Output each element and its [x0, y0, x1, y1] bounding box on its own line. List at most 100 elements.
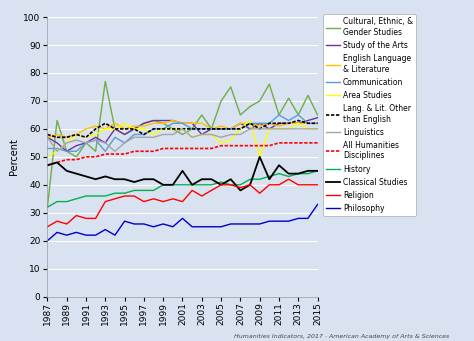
- Cultural, Ethnic, &
Gender Studies: [247, 104, 253, 108]
- Classical Studies: [122, 177, 128, 181]
- English Language
& Literature: [295, 121, 301, 125]
- Lang. & Lit. Other
than English: [237, 127, 243, 131]
- Line: History: History: [47, 171, 318, 207]
- English Language
& Literature: [64, 135, 70, 139]
- All Humanities
Disciplines: [73, 158, 79, 162]
- History: [122, 191, 128, 195]
- Religion: [189, 188, 195, 192]
- Lang. & Lit. Other
than English: [73, 132, 79, 136]
- History: [54, 199, 60, 204]
- Lang. & Lit. Other
than English: [122, 127, 128, 131]
- Cultural, Ethnic, &
Gender Studies: [266, 82, 272, 86]
- English Language
& Literature: [228, 127, 234, 131]
- Study of the Arts: [83, 141, 89, 145]
- All Humanities
Disciplines: [315, 141, 320, 145]
- English Language
& Literature: [286, 121, 292, 125]
- Area Studies: [180, 127, 185, 131]
- Line: Communication: Communication: [47, 115, 318, 151]
- Study of the Arts: [228, 127, 234, 131]
- Communication: [276, 113, 282, 117]
- Study of the Arts: [64, 149, 70, 153]
- Communication: [64, 149, 70, 153]
- Linguistics: [45, 135, 50, 139]
- Philosophy: [64, 233, 70, 237]
- Area Studies: [218, 141, 224, 145]
- Philosophy: [228, 222, 234, 226]
- Communication: [257, 121, 263, 125]
- Cultural, Ethnic, &
Gender Studies: [276, 113, 282, 117]
- All Humanities
Disciplines: [257, 144, 263, 148]
- Philosophy: [73, 230, 79, 234]
- Line: All Humanities
Disciplines: All Humanities Disciplines: [47, 143, 318, 165]
- Classical Studies: [247, 183, 253, 187]
- Communication: [131, 132, 137, 136]
- All Humanities
Disciplines: [141, 149, 147, 153]
- Linguistics: [305, 127, 311, 131]
- Religion: [112, 197, 118, 201]
- Religion: [83, 216, 89, 220]
- Study of the Arts: [170, 118, 176, 122]
- Area Studies: [237, 127, 243, 131]
- English Language
& Literature: [257, 124, 263, 128]
- Study of the Arts: [276, 121, 282, 125]
- English Language
& Literature: [54, 132, 60, 136]
- English Language
& Literature: [102, 127, 108, 131]
- History: [237, 183, 243, 187]
- Study of the Arts: [199, 132, 205, 136]
- Philosophy: [112, 233, 118, 237]
- Cultural, Ethnic, &
Gender Studies: [122, 132, 128, 136]
- Line: Cultural, Ethnic, &
Gender Studies: Cultural, Ethnic, & Gender Studies: [47, 81, 318, 207]
- Cultural, Ethnic, &
Gender Studies: [151, 118, 156, 122]
- Study of the Arts: [93, 135, 99, 139]
- All Humanities
Disciplines: [305, 141, 311, 145]
- Communication: [180, 121, 185, 125]
- History: [276, 172, 282, 176]
- Linguistics: [295, 127, 301, 131]
- Lang. & Lit. Other
than English: [315, 121, 320, 125]
- Linguistics: [54, 149, 60, 153]
- Linguistics: [64, 141, 70, 145]
- Classical Studies: [93, 177, 99, 181]
- Religion: [170, 197, 176, 201]
- Study of the Arts: [151, 118, 156, 122]
- All Humanities
Disciplines: [64, 158, 70, 162]
- History: [93, 194, 99, 198]
- Religion: [199, 194, 205, 198]
- Line: Study of the Arts: Study of the Arts: [47, 118, 318, 151]
- Area Studies: [295, 121, 301, 125]
- Communication: [160, 127, 166, 131]
- Area Studies: [247, 118, 253, 122]
- Communication: [151, 127, 156, 131]
- Communication: [218, 127, 224, 131]
- Religion: [131, 194, 137, 198]
- Religion: [315, 183, 320, 187]
- English Language
& Literature: [131, 124, 137, 128]
- Study of the Arts: [209, 127, 214, 131]
- All Humanities
Disciplines: [160, 146, 166, 150]
- Area Studies: [73, 132, 79, 136]
- Classical Studies: [189, 183, 195, 187]
- Communication: [170, 121, 176, 125]
- History: [102, 194, 108, 198]
- All Humanities
Disciplines: [286, 141, 292, 145]
- Cultural, Ethnic, &
Gender Studies: [141, 121, 147, 125]
- All Humanities
Disciplines: [83, 155, 89, 159]
- Philosophy: [305, 216, 311, 220]
- Classical Studies: [315, 169, 320, 173]
- Communication: [93, 138, 99, 142]
- All Humanities
Disciplines: [170, 146, 176, 150]
- Linguistics: [189, 135, 195, 139]
- Cultural, Ethnic, &
Gender Studies: [112, 127, 118, 131]
- All Humanities
Disciplines: [295, 141, 301, 145]
- Religion: [276, 183, 282, 187]
- Lang. & Lit. Other
than English: [170, 127, 176, 131]
- Area Studies: [151, 132, 156, 136]
- Religion: [45, 225, 50, 229]
- Cultural, Ethnic, &
Gender Studies: [286, 96, 292, 100]
- Classical Studies: [266, 177, 272, 181]
- Communication: [141, 132, 147, 136]
- Study of the Arts: [295, 121, 301, 125]
- Y-axis label: Percent: Percent: [9, 138, 19, 175]
- History: [151, 188, 156, 192]
- Religion: [102, 199, 108, 204]
